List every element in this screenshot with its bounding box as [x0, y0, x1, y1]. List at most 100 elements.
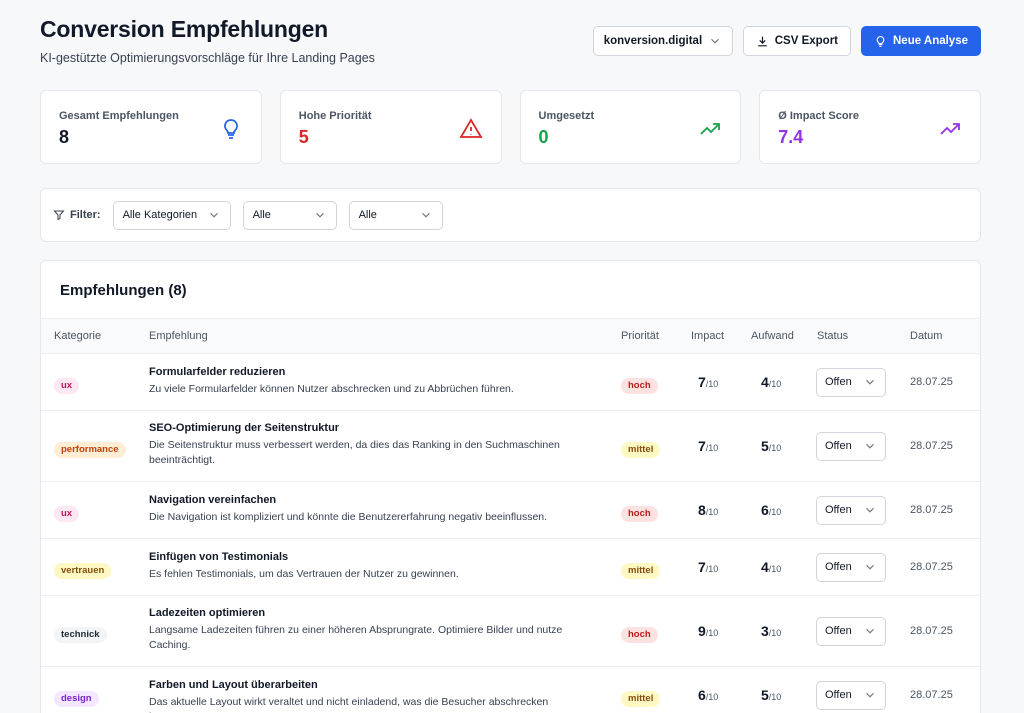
score-suffix: /10 — [768, 442, 782, 453]
recommendation-title: Farben und Layout überarbeiten — [149, 679, 318, 691]
status-filter-select[interactable]: Alle — [348, 200, 443, 230]
impact-score: 9/10 — [698, 623, 718, 639]
column-header: Kategorie — [54, 330, 102, 342]
trending-up-icon — [940, 123, 960, 135]
score-suffix: /10 — [768, 378, 782, 389]
impact-value: 7 — [698, 437, 706, 454]
status-value: Offen — [825, 625, 852, 637]
status-cell: Offen — [816, 680, 886, 710]
chevron-down-icon — [315, 212, 324, 218]
category-filter-select[interactable]: Alle Kategorien — [112, 200, 231, 230]
status-select[interactable]: Offen — [816, 680, 886, 710]
status-cell: Offen — [816, 495, 886, 525]
stat-card-high-priority: Hohe Priorität 5 — [279, 90, 502, 164]
priority-badge: mittel — [621, 441, 661, 458]
date-cell: 28.07.25 — [910, 560, 953, 573]
category-badge: vertrauen — [54, 562, 112, 579]
stat-value: 7.4 — [778, 127, 804, 147]
recommendation-title: SEO-Optimierung der Seitenstruktur — [149, 422, 340, 434]
table-row[interactable]: ux Navigation vereinfachen Die Navigatio… — [41, 482, 980, 539]
stat-value: 8 — [59, 127, 70, 147]
filter-icon — [53, 210, 65, 221]
score-suffix: /10 — [768, 563, 782, 574]
date-cell: 28.07.25 — [910, 439, 953, 452]
priority-cell: mittel — [621, 560, 661, 579]
recommendations-table-card: Empfehlungen (8) Kategorie Empfehlung Pr… — [40, 260, 981, 713]
score-suffix: /10 — [705, 627, 719, 638]
status-cell: Offen — [816, 367, 886, 397]
status-cell: Offen — [816, 431, 886, 461]
csv-export-label: CSV Export — [774, 35, 838, 47]
table-row[interactable]: technick Ladezeiten optimieren Langsame … — [41, 596, 980, 667]
priority-filter-select[interactable]: Alle — [242, 200, 337, 230]
recommendation-description: Das aktuelle Layout wirkt veraltet und n… — [149, 696, 549, 713]
stat-card-implemented: Umgesetzt 0 — [519, 90, 742, 164]
chevron-down-icon — [866, 692, 874, 698]
column-header: Status — [817, 330, 849, 342]
stat-label: Gesamt Empfehlungen — [59, 110, 179, 122]
warning-icon — [458, 118, 483, 138]
status-select[interactable]: Offen — [816, 431, 886, 461]
status-value: Offen — [825, 561, 852, 573]
category-cell: vertrauen — [54, 560, 112, 579]
recommendation-description: Die Navigation ist kompliziert und könnt… — [149, 511, 548, 523]
impact-value: 6 — [698, 686, 706, 703]
recommendation-title: Formularfelder reduzieren — [149, 366, 286, 378]
page-title: Conversion Empfehlungen — [40, 16, 329, 42]
status-select[interactable]: Offen — [816, 616, 886, 646]
new-analysis-button[interactable]: Neue Analyse — [861, 26, 981, 56]
priority-cell: mittel — [621, 439, 661, 458]
new-analysis-label: Neue Analyse — [893, 35, 968, 47]
category-cell: technick — [54, 624, 107, 643]
status-value: Offen — [825, 376, 852, 388]
category-badge: design — [54, 690, 99, 707]
column-header: Impact — [691, 330, 725, 342]
impact-value: 7 — [698, 558, 706, 575]
table-body: ux Formularfelder reduzieren Zu viele Fo… — [41, 354, 980, 713]
status-select[interactable]: Offen — [816, 495, 886, 525]
table-row[interactable]: ux Formularfelder reduzieren Zu viele Fo… — [41, 354, 980, 411]
category-badge: ux — [54, 377, 80, 394]
score-suffix: /10 — [768, 506, 782, 517]
table-row[interactable]: design Farben und Layout überarbeiten Da… — [41, 667, 980, 713]
status-select[interactable]: Offen — [816, 552, 886, 582]
status-filter-value: Alle — [358, 209, 377, 221]
category-badge: ux — [54, 505, 80, 522]
priority-filter-value: Alle — [252, 209, 271, 221]
lightbulb-icon — [223, 119, 238, 139]
table-row[interactable]: vertrauen Einfügen von Testimonials Es f… — [41, 539, 980, 596]
effort-value: 3 — [761, 622, 769, 639]
category-cell: ux — [54, 375, 80, 394]
impact-score: 8/10 — [698, 502, 718, 518]
score-suffix: /10 — [705, 378, 719, 389]
score-suffix: /10 — [768, 627, 782, 638]
effort-value: 4 — [761, 558, 769, 575]
effort-score: 4/10 — [761, 374, 781, 390]
download-icon — [757, 36, 767, 46]
priority-badge: mittel — [621, 690, 661, 707]
priority-cell: hoch — [621, 375, 658, 394]
priority-badge: hoch — [621, 505, 658, 522]
recommendation-cell: Einfügen von Testimonials Es fehlen Test… — [149, 551, 569, 582]
recommendation-title: Einfügen von Testimonials — [149, 551, 289, 563]
column-header: Aufwand — [751, 330, 794, 342]
category-badge: technick — [54, 626, 107, 643]
priority-badge: mittel — [621, 562, 661, 579]
domain-select[interactable]: konversion.digital — [592, 26, 733, 56]
effort-value: 5 — [761, 437, 769, 454]
csv-export-button[interactable]: CSV Export — [742, 26, 851, 56]
recommendation-description: Langsame Ladezeiten führen zu einer höhe… — [149, 624, 563, 651]
trending-up-icon — [700, 123, 721, 135]
chevron-down-icon — [421, 212, 430, 218]
table-row[interactable]: performance SEO-Optimierung der Seitenst… — [41, 411, 980, 482]
category-cell: performance — [54, 439, 126, 458]
lightbulb-icon — [876, 35, 885, 47]
effort-score: 5/10 — [761, 687, 781, 703]
date-cell: 28.07.25 — [910, 624, 953, 637]
date-cell: 28.07.25 — [910, 375, 953, 388]
impact-score: 7/10 — [698, 438, 718, 454]
status-select[interactable]: Offen — [816, 367, 886, 397]
stats-row: Gesamt Empfehlungen 8 Hohe Priorität 5 U… — [40, 90, 981, 164]
recommendation-description: Es fehlen Testimonials, um das Vertrauen… — [149, 568, 459, 580]
impact-score: 6/10 — [698, 687, 718, 703]
